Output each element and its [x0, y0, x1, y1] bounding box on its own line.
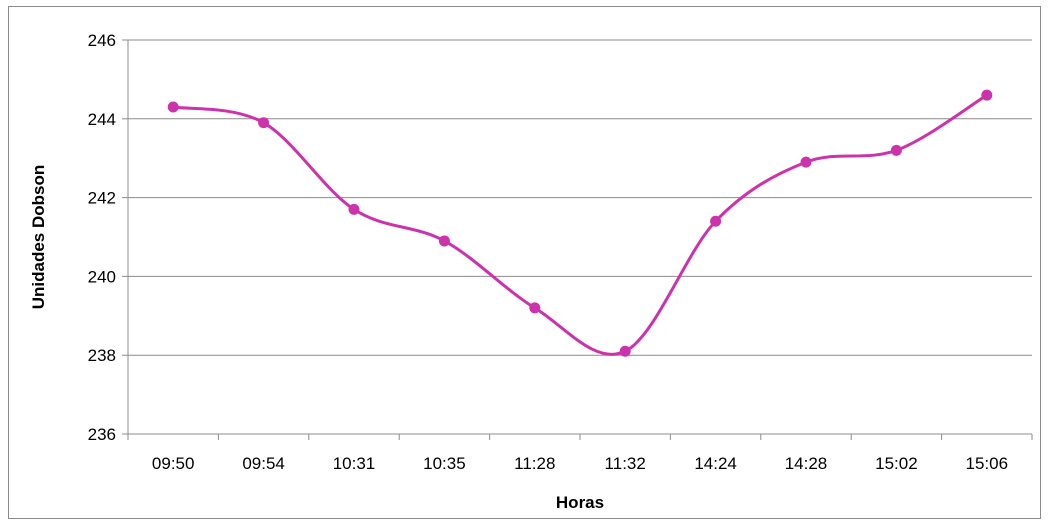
- data-point: [619, 345, 631, 357]
- gridlines: [128, 39, 1032, 356]
- y-tick-label: 242: [88, 189, 116, 208]
- y-tick-label: 244: [88, 110, 116, 129]
- data-point: [167, 101, 179, 113]
- data-point: [529, 302, 541, 314]
- data-point: [258, 117, 270, 129]
- y-tick-label: 238: [88, 346, 116, 365]
- y-tick-label: 240: [88, 267, 116, 286]
- y-tick-labels: 236 238 240 242 244 246: [88, 31, 116, 444]
- data-point: [981, 89, 993, 101]
- x-tick-label: 11:28: [514, 454, 555, 473]
- data-points: [167, 89, 993, 357]
- x-axis-title: Horas: [556, 493, 604, 512]
- data-point: [710, 215, 722, 227]
- x-tick-label: 15:06: [966, 454, 1009, 473]
- x-tick-label: 14:28: [785, 454, 828, 473]
- x-tick-label: 10:35: [423, 454, 466, 473]
- y-axis-title: Unidades Dobson: [29, 165, 48, 310]
- data-point: [890, 144, 902, 156]
- x-tick-labels: 09:50 09:54 10:31 10:35 11:28 11:32 14:24 14:28…: [152, 454, 1008, 473]
- y-tick-label: 246: [88, 31, 116, 50]
- data-point: [348, 203, 360, 215]
- data-point: [800, 156, 812, 168]
- axes: [122, 39, 1033, 440]
- x-tick-label: 11:32: [605, 454, 646, 473]
- data-point: [438, 235, 450, 247]
- y-tick-label: 236: [88, 425, 116, 444]
- x-tick-label: 14:24: [694, 454, 737, 473]
- x-tick-label: 09:50: [152, 454, 195, 473]
- x-tick-label: 09:54: [242, 454, 285, 473]
- x-tick-label: 10:31: [333, 454, 376, 473]
- x-tick-label: 15:02: [875, 454, 918, 473]
- series-line: [172, 93, 988, 356]
